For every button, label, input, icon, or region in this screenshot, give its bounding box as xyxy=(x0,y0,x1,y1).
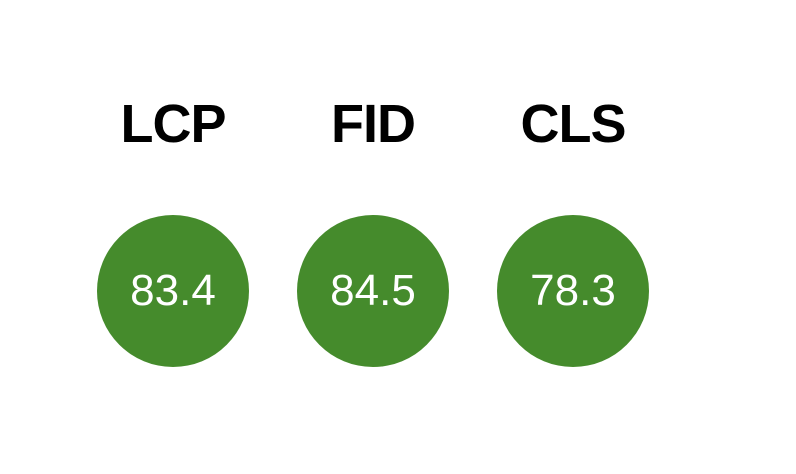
metric-circle-lcp: 83.4 xyxy=(97,215,249,367)
metric-label-fid: FID xyxy=(331,94,416,154)
metric-value-fid: 84.5 xyxy=(330,266,416,315)
metric-label-lcp: LCP xyxy=(120,94,227,154)
metric-circle-fid: 84.5 xyxy=(297,215,449,367)
metric-label-cls: CLS xyxy=(520,94,627,154)
metric-column-cls: CLS 78.3 xyxy=(473,97,673,367)
metric-column-lcp: LCP 83.4 xyxy=(73,97,273,367)
metric-value-lcp: 83.4 xyxy=(130,266,216,315)
metric-value-cls: 78.3 xyxy=(530,266,616,315)
metric-column-fid: FID 84.5 xyxy=(273,97,473,367)
metric-circle-cls: 78.3 xyxy=(497,215,649,367)
